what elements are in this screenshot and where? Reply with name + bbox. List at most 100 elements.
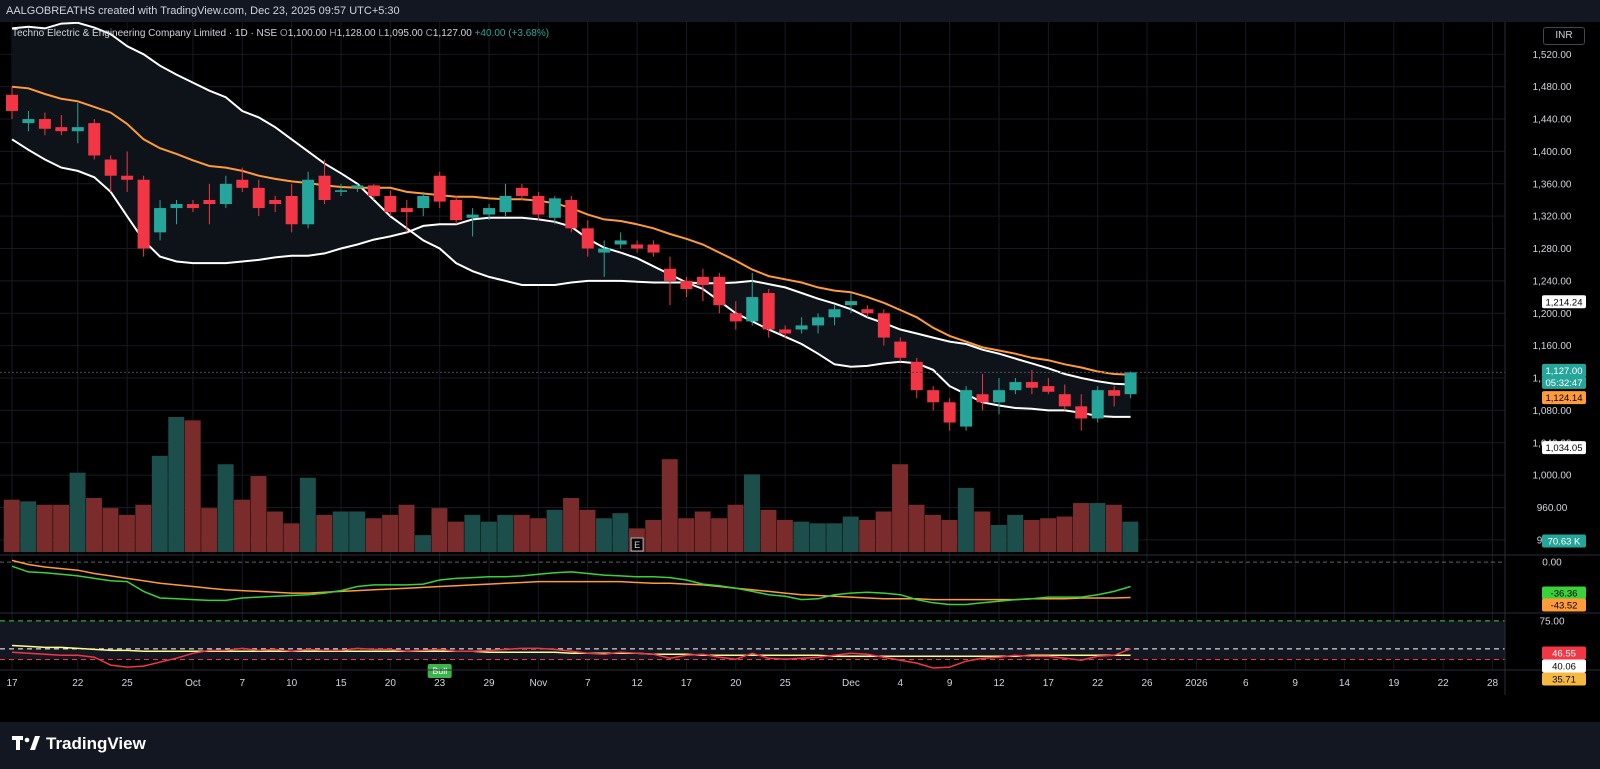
candle[interactable] bbox=[795, 317, 808, 334]
candle[interactable] bbox=[1009, 378, 1022, 395]
candle[interactable] bbox=[219, 175, 232, 209]
candle[interactable] bbox=[631, 240, 644, 253]
candle[interactable] bbox=[55, 115, 68, 136]
candle[interactable] bbox=[318, 159, 331, 205]
rsi-pane: Bull bbox=[0, 620, 1505, 678]
candle[interactable] bbox=[285, 183, 298, 233]
candle[interactable] bbox=[598, 240, 611, 277]
candle[interactable] bbox=[927, 386, 940, 411]
volume-bar bbox=[563, 498, 580, 552]
candle[interactable] bbox=[861, 305, 874, 318]
candle[interactable] bbox=[22, 110, 35, 132]
candle[interactable] bbox=[71, 102, 84, 144]
candle[interactable] bbox=[993, 378, 1005, 415]
volume-bar bbox=[826, 523, 843, 552]
candle-body bbox=[1075, 406, 1088, 419]
candle[interactable] bbox=[1075, 394, 1088, 431]
candle[interactable] bbox=[664, 256, 676, 306]
candle[interactable] bbox=[466, 208, 479, 237]
candle[interactable] bbox=[186, 199, 199, 213]
time-axis-label: 12 bbox=[993, 678, 1005, 689]
candle[interactable] bbox=[121, 151, 134, 192]
volume-bar bbox=[546, 509, 563, 552]
candle[interactable] bbox=[335, 183, 347, 196]
candle[interactable] bbox=[943, 398, 956, 431]
time-axis-label: 12 bbox=[632, 678, 644, 689]
candle[interactable] bbox=[236, 167, 249, 192]
candle-body bbox=[121, 175, 134, 180]
tradingview-logo[interactable]: TradingView bbox=[12, 734, 146, 754]
candle[interactable] bbox=[367, 183, 380, 200]
time-axis-label: 22 bbox=[1092, 678, 1104, 689]
candle[interactable] bbox=[762, 289, 775, 338]
candle[interactable] bbox=[828, 305, 841, 326]
candle[interactable] bbox=[38, 112, 51, 136]
candles[interactable]: E bbox=[0, 86, 1505, 552]
volume-bar bbox=[678, 518, 695, 552]
earnings-marker[interactable]: E bbox=[630, 537, 644, 552]
candle[interactable] bbox=[170, 199, 183, 225]
candle[interactable] bbox=[1124, 371, 1137, 399]
candle[interactable] bbox=[1042, 378, 1055, 395]
volume-bar bbox=[875, 511, 892, 552]
rsi-axis-label: 75.00 bbox=[1539, 616, 1564, 627]
candle[interactable] bbox=[910, 357, 923, 399]
candle[interactable] bbox=[302, 171, 315, 229]
volume-tag-text: 70.63 K bbox=[1548, 537, 1581, 548]
candle[interactable] bbox=[417, 191, 430, 217]
candle[interactable] bbox=[812, 313, 825, 334]
candle[interactable] bbox=[351, 183, 364, 192]
currency-button[interactable]: INR bbox=[1543, 27, 1585, 45]
volume-bar bbox=[349, 511, 366, 552]
candle[interactable] bbox=[483, 204, 496, 221]
candle[interactable] bbox=[565, 195, 578, 233]
candle[interactable] bbox=[746, 272, 759, 326]
candle[interactable] bbox=[515, 183, 528, 200]
bollinger-band-fill bbox=[12, 22, 1131, 417]
candle[interactable] bbox=[581, 220, 594, 257]
candle[interactable] bbox=[88, 119, 101, 160]
candle[interactable] bbox=[548, 195, 561, 225]
candle[interactable] bbox=[1025, 369, 1038, 395]
volume-bar bbox=[513, 514, 530, 552]
candle[interactable] bbox=[894, 337, 907, 362]
candle[interactable] bbox=[104, 155, 117, 192]
candle-body bbox=[269, 199, 282, 205]
candle[interactable] bbox=[400, 199, 413, 233]
candle[interactable] bbox=[384, 190, 397, 217]
chart-canvas[interactable]: E Bull 1,520.00 1,480.00 1,440.00 1,400.00 1… bbox=[0, 22, 1600, 722]
candle[interactable] bbox=[614, 232, 627, 249]
candle[interactable] bbox=[433, 171, 446, 209]
candle[interactable] bbox=[1058, 384, 1071, 411]
candle[interactable] bbox=[976, 373, 989, 411]
candle[interactable] bbox=[960, 386, 973, 431]
candle[interactable] bbox=[729, 301, 742, 330]
candle[interactable] bbox=[532, 191, 545, 221]
volume-bar bbox=[53, 504, 70, 552]
candle-body bbox=[598, 248, 611, 253]
attribution-bar: AALGOBREATHS created with TradingView.co… bbox=[0, 0, 1600, 22]
time-axis[interactable]: 17 22 25 Oct 7 10 15 20 23 29 Nov 7 12 17 20 25 Dec 4 9 12 1… bbox=[6, 678, 1498, 689]
candle[interactable] bbox=[680, 276, 693, 298]
volume-bar bbox=[102, 508, 119, 552]
price-axis-label: 1,160.00 bbox=[1533, 341, 1572, 352]
candle[interactable] bbox=[1108, 386, 1121, 407]
candle[interactable] bbox=[779, 325, 792, 338]
candle[interactable] bbox=[252, 179, 265, 217]
price-axis-label: 1,200.00 bbox=[1533, 309, 1572, 320]
candle[interactable] bbox=[269, 195, 282, 213]
candle[interactable] bbox=[713, 272, 726, 314]
candle[interactable] bbox=[154, 199, 167, 241]
candle[interactable] bbox=[137, 175, 150, 257]
candle[interactable] bbox=[6, 86, 18, 120]
candle[interactable] bbox=[647, 240, 660, 257]
high-label: H bbox=[329, 28, 337, 39]
candle[interactable] bbox=[450, 195, 463, 225]
candle[interactable] bbox=[696, 268, 709, 302]
candle[interactable] bbox=[844, 293, 857, 314]
candle[interactable] bbox=[1091, 386, 1104, 423]
candle[interactable] bbox=[203, 183, 216, 225]
candle[interactable] bbox=[499, 183, 512, 217]
change-value: +40.00 (+3.68%) bbox=[474, 28, 550, 39]
candle[interactable] bbox=[877, 309, 890, 346]
